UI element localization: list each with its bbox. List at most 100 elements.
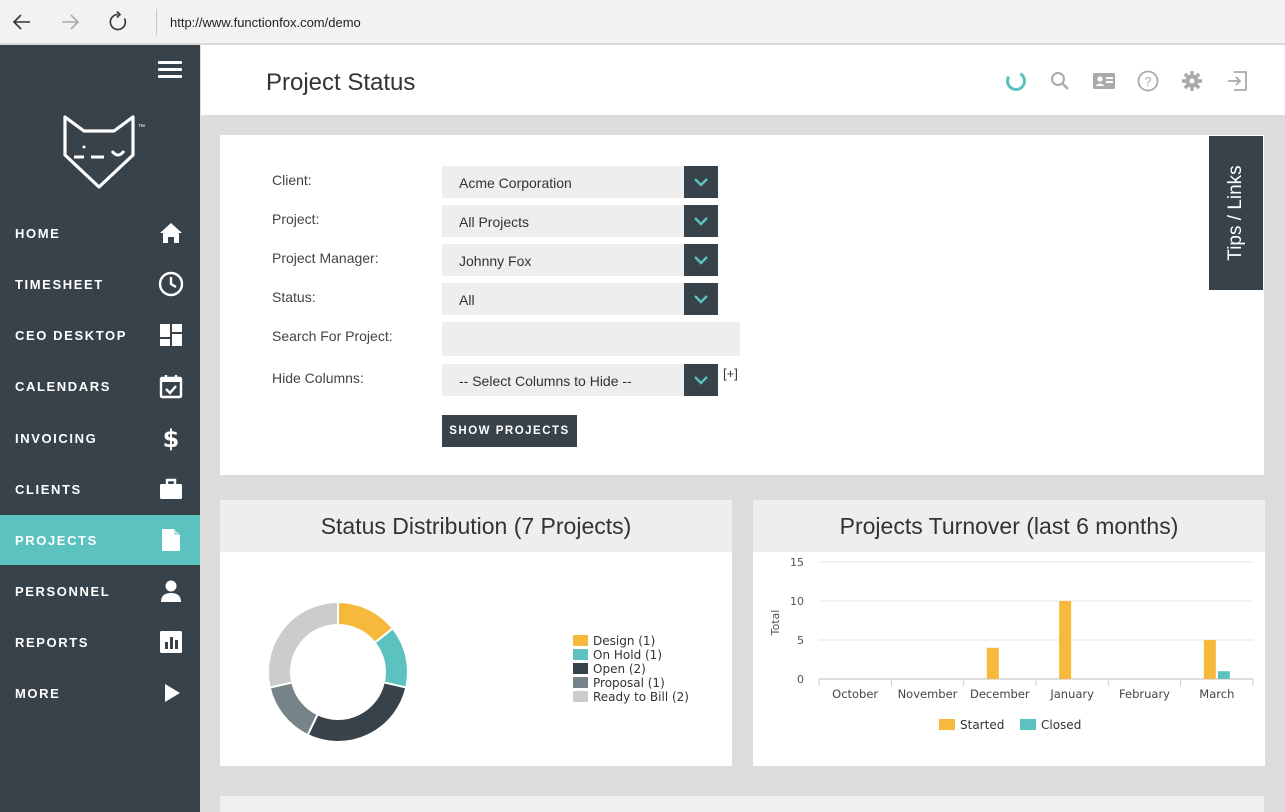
legend-swatch [573, 691, 588, 702]
page-title: Project Status [266, 69, 416, 96]
project-select-value: All Projects [459, 214, 530, 230]
legend-item-label: Design (1) [593, 634, 655, 648]
sidebar-item-label: HOME [15, 225, 61, 241]
help-icon[interactable]: ? [1136, 69, 1160, 93]
person-icon [157, 577, 185, 605]
search-project-label: Search For Project: [272, 328, 393, 344]
sidebar-item-label: MORE [15, 685, 61, 701]
donut-slice-proposal[interactable] [268, 681, 319, 737]
svg-text:$: $ [163, 425, 180, 452]
project-label: Project: [272, 211, 320, 227]
y-tick-label: 5 [797, 634, 804, 647]
sidebar-item-reports[interactable]: REPORTS [0, 617, 200, 667]
bar-chart-icon [157, 628, 185, 656]
y-axis-label: Total [769, 610, 782, 637]
project-manager-select[interactable]: Johnny Fox [442, 244, 718, 276]
donut-slice-open[interactable] [306, 681, 408, 743]
legend-item-label: Ready to Bill (2) [593, 690, 689, 704]
legend-item-label: Open (2) [593, 662, 646, 676]
sidebar-item-ceo-desktop[interactable]: CEO DESKTOP [0, 310, 200, 360]
chevron-down-icon[interactable] [684, 283, 718, 315]
home-icon [157, 219, 185, 247]
client-label: Client: [272, 172, 312, 188]
dashboard-icon [157, 321, 185, 349]
sidebar-item-label: CALENDARS [15, 378, 112, 394]
bar-closed-march[interactable] [1217, 671, 1230, 679]
legend-swatch [573, 677, 588, 688]
sidebar-item-more[interactable]: MORE [0, 668, 200, 718]
sidebar-item-label: TIMESHEET [15, 276, 104, 292]
sidebar-item-label: INVOICING [15, 430, 98, 446]
x-tick-label: December [970, 687, 1030, 701]
functionfox-logo[interactable]: ™ [60, 113, 150, 193]
play-icon [157, 679, 185, 707]
sidebar-item-timesheet[interactable]: TIMESHEET [0, 259, 200, 309]
forward-arrow-icon[interactable] [58, 10, 82, 34]
sidebar-item-label: REPORTS [15, 634, 90, 650]
card-header: Projects Turnover (last 6 months) [753, 500, 1265, 552]
loading-spinner-icon [1004, 69, 1028, 93]
browser-toolbar: http://www.functionfox.com/demo [0, 0, 1285, 44]
x-tick-label: March [1199, 687, 1234, 701]
hide-columns-select[interactable]: -- Select Columns to Hide -- [442, 364, 718, 396]
tips-links-tab[interactable]: Tips / Links [1209, 136, 1263, 290]
chevron-down-icon[interactable] [684, 166, 718, 198]
donut-slice-ready-to-bill[interactable] [267, 600, 339, 689]
client-select[interactable]: Acme Corporation [442, 166, 718, 198]
refresh-icon[interactable] [106, 10, 130, 34]
expand-columns-link[interactable]: [+] [723, 366, 738, 381]
status-select[interactable]: All [442, 283, 718, 315]
sidebar-item-home[interactable]: HOME [0, 208, 200, 258]
bar-started-december[interactable] [986, 647, 999, 679]
status-distribution-title: Status Distribution (7 Projects) [320, 513, 632, 539]
chevron-down-icon[interactable] [684, 364, 718, 396]
filter-panel: Client: Acme Corporation Project: All Pr… [220, 135, 1264, 475]
sidebar-item-calendars[interactable]: CALENDARS [0, 361, 200, 411]
legend-item-label: Proposal (1) [593, 676, 665, 690]
logout-icon[interactable] [1225, 69, 1249, 93]
x-tick-label: October [832, 687, 878, 701]
chevron-down-icon[interactable] [684, 244, 718, 276]
address-bar[interactable]: http://www.functionfox.com/demo [170, 15, 361, 30]
sidebar-item-clients[interactable]: CLIENTS [0, 464, 200, 514]
sidebar-item-personnel[interactable]: PERSONNEL [0, 566, 200, 616]
bar-started-january[interactable] [1059, 601, 1072, 679]
legend-item-label: Started [960, 718, 1004, 732]
legend-item-label: Closed [1041, 718, 1081, 732]
chevron-down-icon[interactable] [684, 205, 718, 237]
legend-swatch [1020, 719, 1036, 730]
project-select[interactable]: All Projects [442, 205, 718, 237]
back-arrow-icon[interactable] [10, 10, 34, 34]
projects-turnover-title: Projects Turnover (last 6 months) [839, 513, 1179, 539]
y-tick-label: 10 [790, 595, 804, 608]
bar-started-march[interactable] [1203, 640, 1216, 679]
status-select-value: All [459, 292, 475, 308]
briefcase-icon [157, 475, 185, 503]
legend-item-label: On Hold (1) [593, 648, 662, 662]
show-projects-button[interactable]: SHOW PROJECTS [442, 415, 577, 447]
sidebar: ™ HOME TIMESHEET CEO DESKTOP CALENDARS I… [0, 45, 200, 812]
status-distribution-card: Status Distribution (7 Projects) Design … [220, 500, 732, 766]
search-icon[interactable] [1048, 69, 1072, 93]
sidebar-item-projects[interactable]: PROJECTS [0, 515, 200, 565]
sidebar-item-invoicing[interactable]: INVOICING $ [0, 413, 200, 463]
project-manager-select-value: Johnny Fox [459, 253, 532, 269]
svg-text:?: ? [1144, 74, 1151, 89]
x-tick-label: November [898, 687, 958, 701]
sidebar-item-label: CEO DESKTOP [15, 327, 127, 343]
hamburger-menu-icon[interactable] [158, 61, 182, 79]
clock-icon [157, 270, 185, 298]
legend-swatch [573, 649, 588, 660]
url-separator [156, 9, 157, 35]
search-project-input[interactable] [442, 322, 740, 356]
legend-swatch [939, 719, 955, 730]
gear-icon[interactable] [1180, 69, 1204, 93]
next-panel-edge [220, 796, 1264, 812]
x-tick-label: February [1119, 687, 1170, 701]
legend-swatch [573, 663, 588, 674]
calendar-icon [157, 372, 185, 400]
projects-turnover-card: Projects Turnover (last 6 months) 0 5 10 15… [753, 500, 1265, 766]
dollar-icon: $ [157, 424, 185, 453]
y-tick-label: 15 [790, 556, 804, 569]
contact-card-icon[interactable] [1092, 69, 1116, 93]
